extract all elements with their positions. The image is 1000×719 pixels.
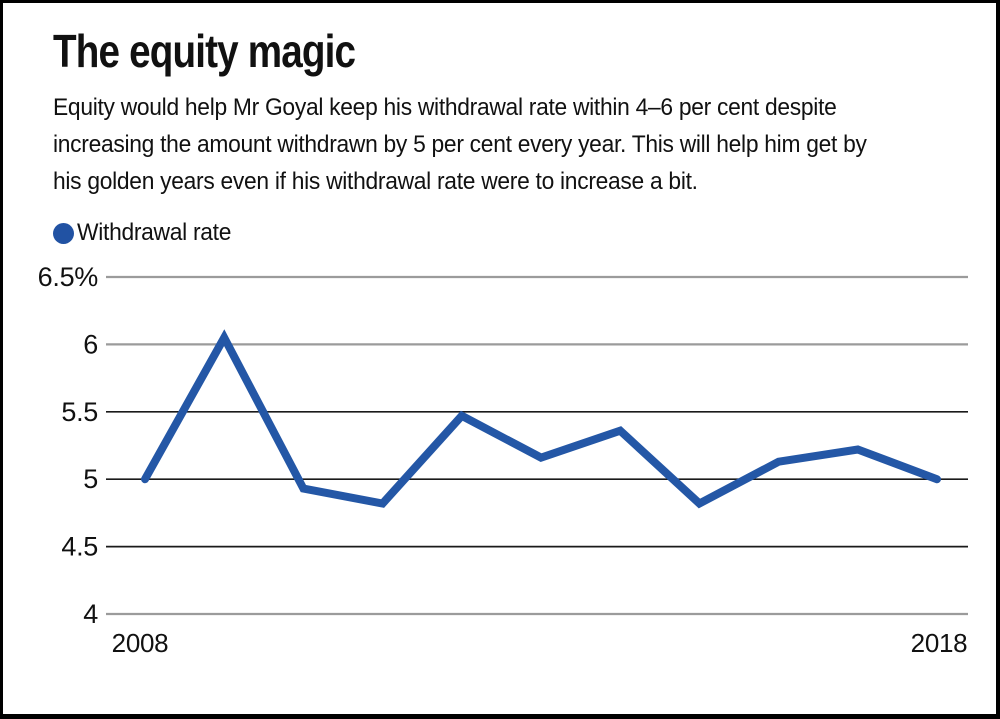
subtitle-line: Equity would help Mr Goyal keep his with… [53, 94, 837, 121]
y-axis-tick-label: 6.5% [38, 262, 99, 292]
legend-label: Withdrawal rate [77, 219, 232, 246]
subtitle-line: his golden years even if his withdrawal … [53, 168, 698, 195]
y-axis-tick-label: 4 [83, 599, 98, 629]
x-axis-tick-label: 2018 [911, 628, 968, 658]
y-axis-tick-label: 4.5 [61, 532, 98, 562]
subtitle-line: increasing the amount withdrawn by 5 per… [53, 131, 867, 158]
y-axis-tick-label: 5.5 [61, 397, 98, 427]
legend-dot-icon [53, 222, 74, 244]
y-axis-tick-label: 5 [83, 464, 98, 494]
page-title: The equity magic [53, 25, 356, 77]
chart-subtitle: Equity would help Mr Goyal keep his with… [53, 89, 996, 200]
chart-plot: 6.5% 6 5.5 5 4.5 4 2008 2018 [38, 262, 968, 658]
withdrawal-rate-line [141, 329, 941, 509]
y-axis-tick-label: 6 [83, 329, 98, 359]
chart-legend: Withdrawal rate [53, 219, 996, 246]
x-axis-tick-label: 2008 [112, 628, 169, 658]
